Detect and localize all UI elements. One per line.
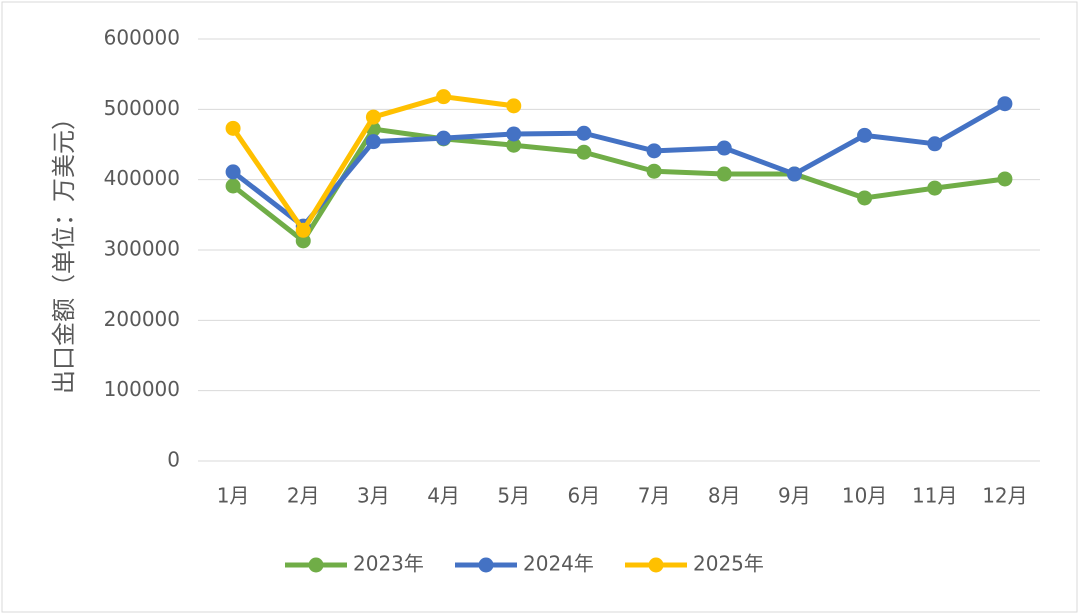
legend-marker [308,557,324,573]
x-tick-label: 8月 [708,484,741,508]
point [506,98,522,114]
legend-label: 2024年 [523,552,594,576]
point [857,127,873,143]
point [365,109,381,125]
point [927,136,943,152]
y-tick-label: 300000 [104,237,180,261]
y-tick-label: 400000 [104,166,180,190]
x-tick-label: 9月 [778,484,811,508]
point [716,166,732,182]
point [576,125,592,141]
point [225,178,241,194]
point [506,126,522,142]
point [225,164,241,180]
y-tick-label: 600000 [104,26,180,50]
x-tick-label: 3月 [357,484,390,508]
legend-marker [478,557,494,573]
legend-label: 2023年 [353,552,424,576]
point [295,222,311,238]
point [295,233,311,249]
point [365,134,381,150]
x-tick-label: 11月 [912,484,957,508]
legend-label: 2025年 [693,552,764,576]
x-tick-label: 4月 [427,484,460,508]
series-line [231,101,1007,229]
point [436,130,452,146]
x-tick-label: 12月 [982,484,1027,508]
series-line [231,126,1006,244]
point [225,120,241,136]
point [997,171,1013,187]
point [857,190,873,206]
legend-marker [648,557,664,573]
x-tick-label: 1月 [217,484,250,508]
y-tick-label: 100000 [104,377,180,401]
point [576,144,592,160]
point [436,89,452,105]
point [646,163,662,179]
y-tick-label: 200000 [104,307,180,331]
x-tick-label: 6月 [568,484,601,508]
point [927,180,943,196]
y-tick-label: 0 [167,448,180,472]
point [997,96,1013,112]
x-tick-label: 10月 [842,484,887,508]
point [506,137,522,153]
x-tick-label: 5月 [497,484,530,508]
x-tick-label: 7月 [638,484,671,508]
point [786,166,802,182]
x-tick-label: 2月 [287,484,320,508]
y-axis-label: 出口金额（单位：万美元） [50,106,78,394]
point [716,140,732,156]
y-tick-label: 500000 [104,96,180,120]
point [646,143,662,159]
